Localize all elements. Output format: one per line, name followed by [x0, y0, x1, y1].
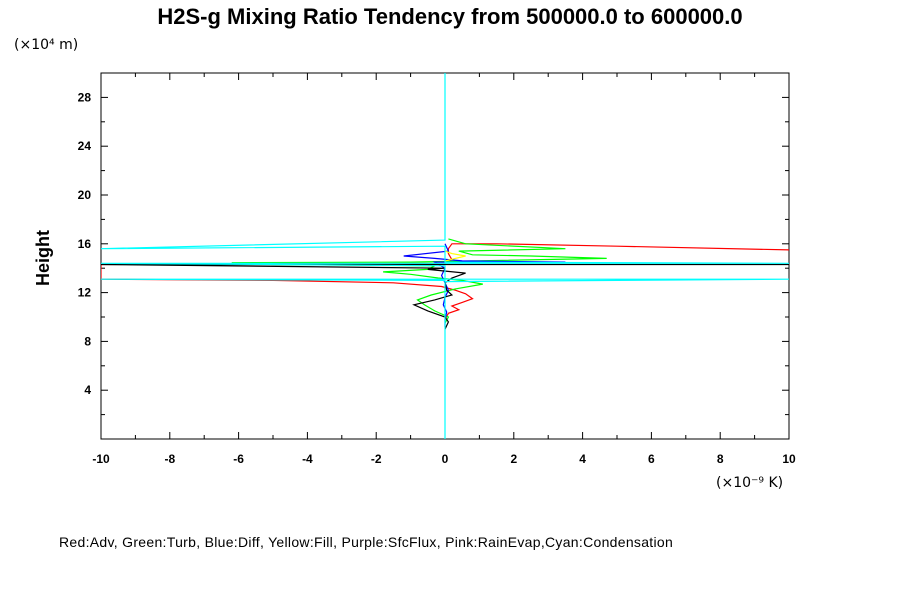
x-tick-label: 6 [648, 452, 655, 466]
y-tick-label: 24 [78, 139, 92, 153]
x-axis-unit-label: (×10⁻⁹ K) [716, 475, 783, 491]
y-tick-label: 16 [78, 237, 92, 251]
series-line-turb [231, 238, 607, 324]
x-tick-label: 2 [510, 452, 517, 466]
series-line-fill [444, 250, 466, 262]
x-tick-label: 0 [442, 452, 449, 466]
x-tick-label: -8 [164, 452, 175, 466]
x-tick-label: -6 [233, 452, 244, 466]
y-axis-title: Height [33, 230, 53, 286]
y-tick-label: 20 [78, 188, 92, 202]
y-tick-label: 4 [84, 383, 91, 397]
legend: Red:Adv, Green:Turb, Blue:Diff, Yellow:F… [59, 534, 673, 550]
y-tick-label: 12 [78, 286, 92, 300]
chart-title: H2S-g Mixing Ratio Tendency from 500000.… [157, 4, 742, 29]
x-tick-label: 8 [717, 452, 724, 466]
x-tick-label: -4 [302, 452, 313, 466]
y-tick-label: 8 [84, 334, 91, 348]
y-axis-unit-label: (×10⁴ m) [14, 37, 78, 53]
series-line-total [101, 263, 789, 330]
x-tick-label: 4 [579, 452, 586, 466]
x-tick-label: 10 [782, 452, 796, 466]
y-tick-label: 28 [78, 90, 92, 104]
series-line-condensation [101, 73, 789, 439]
x-tick-label: -10 [92, 452, 110, 466]
x-tick-label: -2 [371, 452, 382, 466]
